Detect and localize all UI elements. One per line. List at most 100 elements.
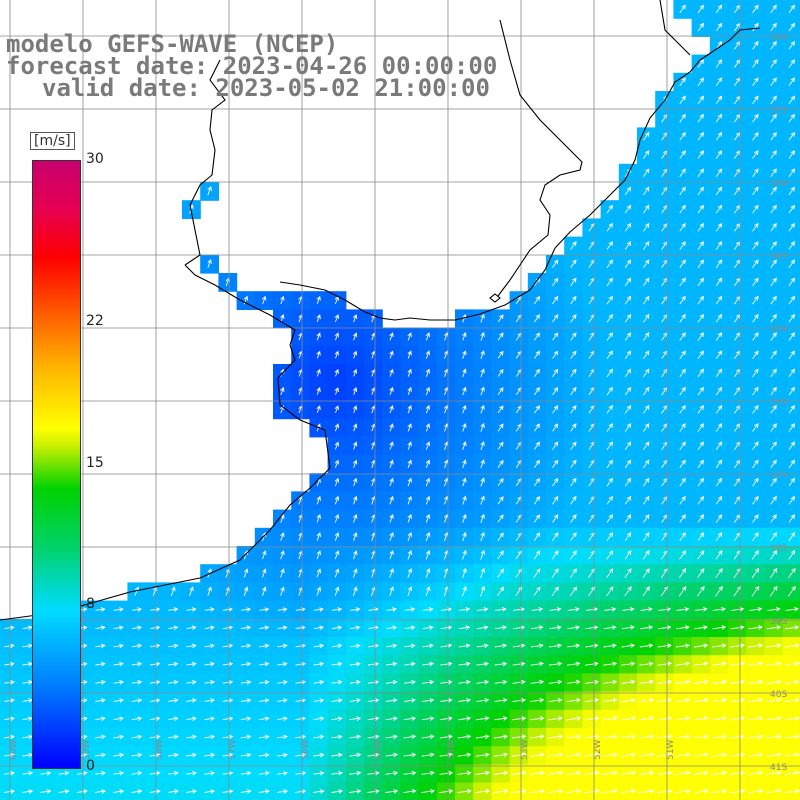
colorbar-tick-label: 30 bbox=[86, 151, 104, 167]
wind-arrow bbox=[476, 661, 490, 667]
wind-arrow bbox=[752, 404, 759, 414]
wind-arrow bbox=[204, 643, 215, 649]
wind-arrow bbox=[367, 752, 380, 758]
wind-arrow bbox=[313, 643, 325, 649]
wind-arrow bbox=[788, 477, 795, 487]
wind-arrow bbox=[748, 625, 763, 630]
wind-arrow bbox=[295, 716, 307, 721]
wind-arrow bbox=[715, 295, 723, 305]
wind-arrow bbox=[458, 607, 471, 612]
wind-arrow bbox=[752, 514, 759, 523]
wind-arrow bbox=[261, 532, 267, 542]
wind-arrow bbox=[331, 789, 344, 794]
wind-arrow bbox=[658, 625, 672, 630]
lat-tick-label: 38S bbox=[770, 544, 787, 554]
wind-arrow bbox=[748, 661, 764, 667]
wind-arrow bbox=[277, 716, 288, 721]
wind-arrow bbox=[788, 95, 795, 105]
wind-arrow bbox=[752, 495, 759, 505]
wind-arrow bbox=[422, 607, 434, 612]
wind-arrow bbox=[259, 679, 270, 685]
wind-arrow bbox=[624, 295, 632, 305]
wind-arrow bbox=[497, 314, 504, 323]
wind-arrow bbox=[222, 643, 234, 649]
wind-arrow bbox=[241, 607, 252, 612]
wind-arrow bbox=[534, 368, 540, 377]
wind-arrow bbox=[697, 441, 704, 450]
wind-arrow bbox=[715, 95, 723, 105]
wind-arrow bbox=[679, 168, 686, 177]
wind-arrow bbox=[570, 241, 577, 250]
wind-arrow bbox=[385, 679, 398, 685]
wind-arrow bbox=[204, 716, 216, 721]
wind-arrow bbox=[95, 643, 106, 649]
wind-arrow bbox=[679, 550, 687, 560]
wind-arrow bbox=[332, 607, 343, 612]
wind-arrow bbox=[643, 404, 650, 414]
wind-arrow bbox=[602, 788, 618, 794]
wind-arrow bbox=[440, 679, 453, 685]
wind-arrow bbox=[186, 625, 197, 630]
wind-arrow bbox=[585, 661, 599, 667]
wind-arrow bbox=[313, 625, 325, 630]
wind-arrow bbox=[570, 423, 577, 432]
wind-arrow bbox=[547, 788, 564, 794]
wind-arrow bbox=[679, 131, 686, 141]
wind-arrow bbox=[679, 313, 686, 323]
wind-arrow bbox=[186, 679, 197, 685]
wind-arrow bbox=[277, 789, 289, 794]
wind-arrow bbox=[222, 752, 234, 758]
wind-arrow bbox=[131, 752, 143, 758]
wind-arrow bbox=[349, 789, 362, 794]
wind-arrow bbox=[439, 788, 454, 794]
wind-arrow bbox=[462, 368, 467, 378]
wind-arrow bbox=[752, 350, 759, 359]
wind-arrow bbox=[295, 770, 307, 776]
wind-arrow bbox=[368, 643, 380, 649]
wind-arrow bbox=[770, 277, 777, 287]
wind-arrow bbox=[788, 168, 795, 177]
lon-tick-label: 57W bbox=[228, 740, 238, 760]
wind-arrow bbox=[440, 698, 453, 703]
wind-arrow bbox=[570, 495, 577, 505]
wind-arrow bbox=[585, 625, 599, 630]
wind-arrow bbox=[751, 585, 760, 597]
wind-arrow bbox=[715, 186, 723, 196]
wind-arrow bbox=[711, 752, 728, 758]
lat-tick-label: 39S bbox=[770, 617, 787, 627]
wind-arrow bbox=[697, 4, 704, 14]
wind-arrow bbox=[349, 698, 362, 703]
wind-arrow bbox=[693, 788, 709, 794]
wind-arrow bbox=[425, 550, 431, 560]
wind-arrow bbox=[168, 625, 179, 630]
wind-arrow bbox=[715, 259, 723, 268]
wind-arrow bbox=[331, 734, 343, 740]
wind-arrow bbox=[422, 661, 435, 667]
wind-arrow bbox=[679, 459, 686, 469]
wind-arrow bbox=[277, 679, 288, 685]
wind-arrow bbox=[511, 788, 527, 794]
wind-arrow bbox=[697, 404, 704, 414]
wind-arrow bbox=[715, 585, 723, 597]
wind-arrow bbox=[186, 643, 197, 649]
wind-arrow bbox=[552, 368, 559, 377]
wind-arrow bbox=[334, 532, 340, 541]
wind-arrow bbox=[679, 222, 686, 232]
wind-arrow bbox=[748, 679, 764, 685]
wind-arrow bbox=[788, 332, 795, 341]
wind-arrow bbox=[624, 568, 632, 578]
wind-arrow bbox=[529, 752, 545, 758]
wind-arrow bbox=[259, 607, 270, 612]
wind-arrow bbox=[752, 131, 759, 141]
wind-arrow bbox=[679, 277, 686, 287]
wind-arrow bbox=[752, 532, 759, 542]
wind-arrow bbox=[458, 625, 471, 630]
wind-arrow bbox=[480, 567, 486, 579]
wind-arrow bbox=[385, 789, 399, 794]
wind-arrow bbox=[752, 277, 759, 287]
wind-arrow bbox=[606, 222, 613, 232]
wind-arrow bbox=[240, 734, 252, 740]
wind-arrow bbox=[529, 770, 546, 776]
wind-arrow bbox=[552, 386, 559, 396]
wind-arrow bbox=[620, 770, 637, 776]
